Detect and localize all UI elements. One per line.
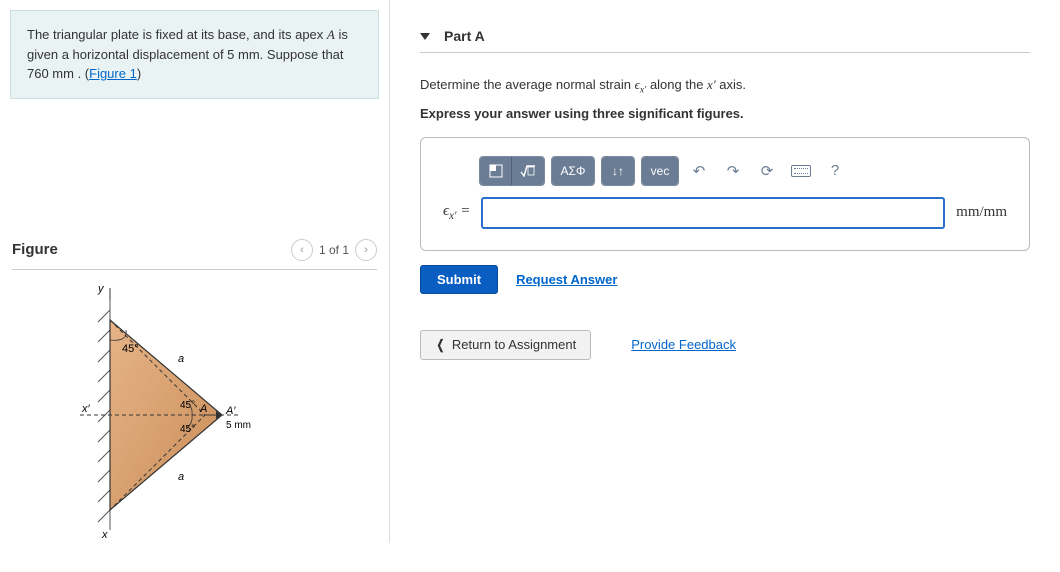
template-icon[interactable]: [480, 157, 512, 185]
instruction-text: Express your answer using three signific…: [420, 106, 1030, 121]
part-collapse-icon[interactable]: [420, 33, 430, 40]
y-label: y: [97, 283, 105, 295]
reset-icon[interactable]: ⟳: [753, 157, 781, 185]
ang-apex-t: 45°: [180, 400, 195, 411]
pager-next-button[interactable]: ›: [355, 239, 377, 261]
redo-icon[interactable]: ↷: [719, 157, 747, 185]
figure-link[interactable]: Figure 1: [89, 66, 137, 81]
ang-top: 45°: [122, 343, 139, 355]
sqrt-icon[interactable]: [512, 157, 544, 185]
disp-label: 5 mm: [226, 420, 251, 431]
figure-title: Figure: [12, 241, 291, 258]
xprime-label: x′: [81, 403, 91, 415]
figure-diagram: y x 45° a a 45° 45° x′ A A′ 5 mm: [80, 280, 389, 543]
a-top: a: [178, 353, 184, 365]
pager-prev-button[interactable]: ‹: [291, 239, 313, 261]
part-title: Part A: [444, 28, 485, 44]
request-answer-link[interactable]: Request Answer: [516, 272, 617, 287]
figure-pager: ‹ 1 of 1 ›: [291, 239, 377, 261]
apex-var: A: [327, 27, 335, 42]
problem-text-after: ): [137, 66, 141, 81]
A-label: A: [199, 403, 207, 415]
equation-toolbar: ΑΣΦ ↓↑ vec ↶ ↷ ⟳ ?: [479, 156, 1007, 186]
chevron-left-icon: ❮: [437, 337, 445, 353]
submit-button[interactable]: Submit: [420, 265, 498, 294]
problem-text: The triangular plate is fixed at its bas…: [27, 27, 327, 42]
unit-label: mm/mm: [956, 204, 1007, 221]
ang-apex-b: 45°: [180, 424, 195, 435]
provide-feedback-link[interactable]: Provide Feedback: [631, 337, 736, 352]
a-bot: a: [178, 471, 184, 483]
pager-text: 1 of 1: [319, 243, 349, 257]
return-button[interactable]: ❮ Return to Assignment: [420, 330, 591, 360]
Aprime-label: A′: [225, 405, 236, 417]
greek-icon[interactable]: ΑΣΦ: [552, 157, 594, 185]
subsup-icon[interactable]: ↓↑: [602, 157, 634, 185]
undo-icon[interactable]: ↶: [685, 157, 713, 185]
x-label: x: [101, 529, 108, 540]
keyboard-icon[interactable]: [787, 157, 815, 185]
lhs-label: ϵx′ =: [443, 203, 470, 222]
answer-box: ΑΣΦ ↓↑ vec ↶ ↷ ⟳ ? ϵx′ = mm/mm: [420, 137, 1030, 251]
problem-statement: The triangular plate is fixed at its bas…: [10, 10, 379, 99]
help-icon[interactable]: ?: [821, 157, 849, 185]
vec-icon[interactable]: vec: [642, 157, 678, 185]
answer-input[interactable]: [482, 198, 944, 228]
question-text: Determine the average normal strain ϵx′ …: [420, 77, 1030, 96]
